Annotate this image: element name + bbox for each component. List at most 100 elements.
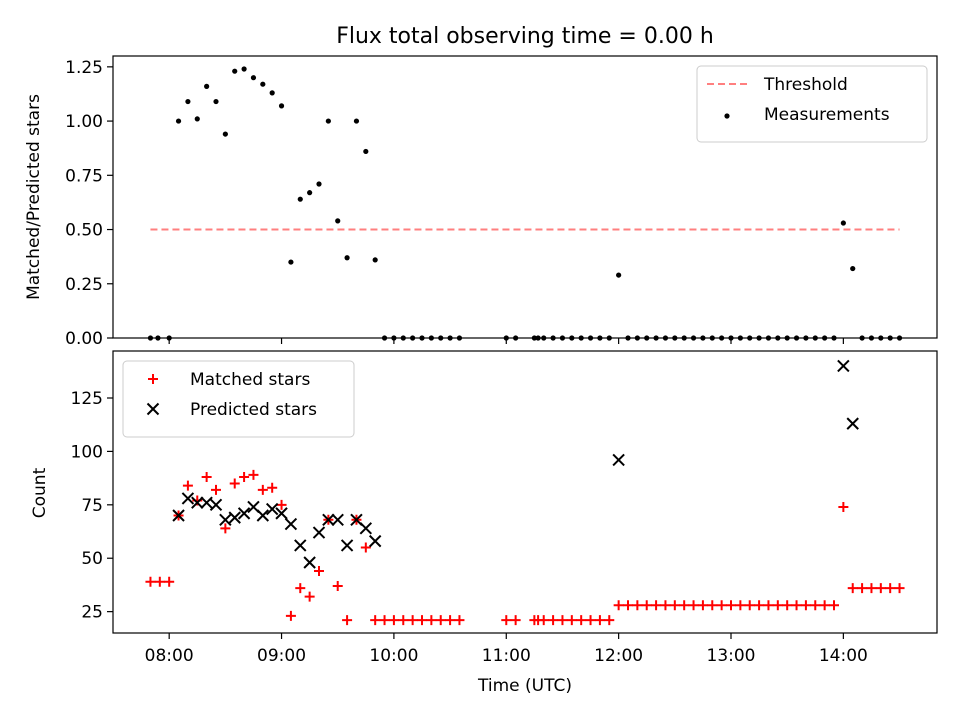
- matched-star-point: [885, 583, 896, 594]
- legend-label: Predicted stars: [190, 400, 317, 420]
- matched-star-point: [220, 523, 231, 534]
- matched-star-point: [641, 600, 652, 611]
- predicted-star-point: [237, 507, 251, 520]
- chart-title: Flux total observing time = 0.00 h: [336, 24, 714, 49]
- predicted-star-point: [368, 534, 382, 548]
- matched-star-point: [548, 615, 559, 626]
- predicted-star-point: [209, 498, 223, 512]
- y-tick-label: 1.25: [65, 58, 103, 78]
- counts-layer: [145, 359, 905, 626]
- matched-star-point: [164, 576, 175, 587]
- x-tick-label: 12:00: [594, 646, 643, 666]
- x-tick-label: 09:00: [257, 646, 306, 666]
- predicted-star-point: [294, 539, 307, 552]
- matched-star-point: [201, 472, 212, 483]
- measurement-point: [175, 118, 182, 124]
- y-tick-label: 1.00: [65, 112, 103, 132]
- matched-star-point: [585, 615, 596, 626]
- matched-star-point: [604, 615, 615, 626]
- matched-star-point: [726, 600, 736, 611]
- matched-star-point: [716, 600, 727, 611]
- legend: Threshold Measurements: [696, 65, 928, 143]
- measurement-point: [297, 196, 303, 202]
- measurement-point: [250, 75, 257, 81]
- measurement-point: [335, 218, 341, 224]
- y-tick-label: 100: [71, 442, 103, 462]
- matched-star-point: [304, 591, 315, 602]
- measurement-point: [185, 98, 191, 105]
- measurement-point: [307, 190, 313, 196]
- x-tick-label: 11:00: [482, 646, 531, 666]
- legend-label: Threshold: [763, 75, 848, 95]
- matched-star-point: [875, 583, 886, 594]
- predicted-star-point: [275, 507, 288, 520]
- predicted-star-point: [284, 517, 298, 531]
- matched-star-point: [510, 615, 521, 626]
- measurement-point: [232, 68, 238, 74]
- matched-star-point: [370, 615, 381, 626]
- y-tick-label: 75: [81, 496, 103, 516]
- matched-star-point: [772, 600, 783, 611]
- predicted-star-point: [322, 513, 335, 526]
- matched-star-point: [632, 600, 643, 611]
- predicted-star-point: [228, 511, 241, 524]
- measurement-point: [269, 90, 275, 96]
- matched-star-point: [538, 615, 549, 626]
- matched-star-point: [566, 615, 577, 626]
- matched-star-point: [866, 583, 877, 594]
- predicted-star-point: [331, 513, 344, 526]
- matched-star-point: [669, 600, 680, 611]
- predicted-star-point: [191, 496, 204, 509]
- x-tick-label: 13:00: [707, 646, 756, 666]
- matched-star-point: [295, 583, 306, 594]
- measurement-point: [372, 257, 378, 263]
- matched-star-point: [791, 600, 802, 611]
- y-tick-label: 0.00: [65, 329, 103, 349]
- matched-star-point: [154, 576, 165, 587]
- measurement-point: [850, 265, 856, 272]
- matched-star-point: [388, 615, 399, 626]
- matched-star-point: [819, 600, 830, 611]
- matched-star-point: [342, 615, 353, 626]
- matched-star-point: [267, 482, 278, 493]
- matched-star-point: [651, 600, 662, 611]
- matched-star-point: [829, 600, 839, 611]
- predicted-star-point: [303, 556, 316, 569]
- measurement-point: [616, 272, 622, 278]
- matched-star-point: [838, 501, 849, 512]
- matched-star-point: [707, 600, 718, 611]
- measurement-point: [288, 259, 294, 265]
- measurement-point: [260, 81, 266, 87]
- matched-star-point: [679, 600, 690, 611]
- matched-star-point: [735, 600, 746, 611]
- flux-ratio-panel: Flux total observing time = 0.00 h Match…: [24, 24, 938, 349]
- legend-label: Matched stars: [190, 370, 310, 390]
- measurement-point: [222, 131, 228, 137]
- matched-star-point: [660, 600, 671, 611]
- y-axis-label: Count: [30, 467, 50, 518]
- matched-star-point: [145, 576, 156, 587]
- predicted-star-point: [359, 522, 373, 535]
- y-tick-label: 0.25: [65, 275, 103, 295]
- matched-star-point: [800, 600, 811, 611]
- matched-star-point: [894, 583, 905, 594]
- legend-matched-swatch: [148, 374, 158, 384]
- x-axis-label: Time (UTC): [477, 676, 572, 696]
- y-axis-ticks: 0.00 0.25 0.50 0.75 1.00 1.25: [65, 58, 113, 349]
- matched-star-point: [445, 615, 456, 626]
- matched-star-point: [744, 600, 755, 611]
- measurement-point: [194, 116, 200, 122]
- matched-star-point: [613, 600, 624, 611]
- measurement-point: [316, 181, 322, 187]
- predicted-star-point: [181, 492, 195, 505]
- matched-star-point: [417, 615, 427, 626]
- matched-star-point: [398, 615, 409, 626]
- matched-star-point: [810, 600, 821, 611]
- x-tick-label: 08:00: [145, 646, 194, 666]
- predicted-star-point: [846, 417, 859, 430]
- matched-star-point: [763, 600, 774, 611]
- predicted-star-point: [340, 539, 354, 552]
- matched-star-point: [182, 480, 193, 491]
- plot-frame: [112, 350, 938, 634]
